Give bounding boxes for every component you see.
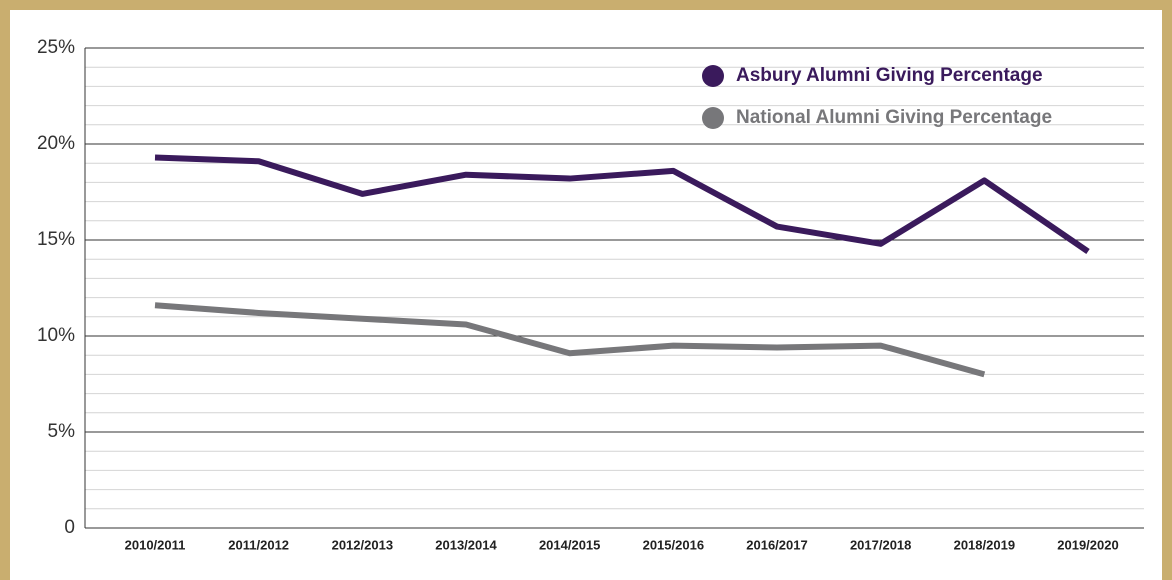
- x-tick-label: 2019/2020: [1057, 537, 1118, 552]
- x-tick-label: 2011/2012: [228, 537, 289, 552]
- x-tick-label: 2015/2016: [643, 537, 704, 552]
- legend-marker: [702, 107, 724, 129]
- y-tick-label: 25%: [37, 37, 75, 58]
- x-tick-label: 2016/2017: [746, 537, 807, 552]
- y-tick-label: 5%: [48, 421, 76, 442]
- y-tick-label: 20%: [37, 133, 75, 154]
- y-tick-label: 0: [64, 517, 75, 538]
- x-tick-label: 2017/2018: [850, 537, 911, 552]
- legend-marker: [702, 65, 724, 87]
- x-tick-label: 2013/2014: [435, 537, 497, 552]
- x-tick-label: 2014/2015: [539, 537, 600, 552]
- line-series: [154, 302, 986, 378]
- line-series: [154, 154, 1090, 254]
- chart-background: [10, 10, 1162, 580]
- x-tick-label: 2018/2019: [954, 537, 1015, 552]
- y-tick-label: 10%: [37, 325, 75, 346]
- legend-label: National Alumni Giving Percentage: [736, 107, 1052, 128]
- x-tick-label: 2012/2013: [332, 537, 393, 552]
- x-tick-label: 2010/2011: [125, 537, 186, 552]
- legend-label: Asbury Alumni Giving Percentage: [736, 65, 1043, 86]
- y-tick-label: 15%: [37, 229, 75, 250]
